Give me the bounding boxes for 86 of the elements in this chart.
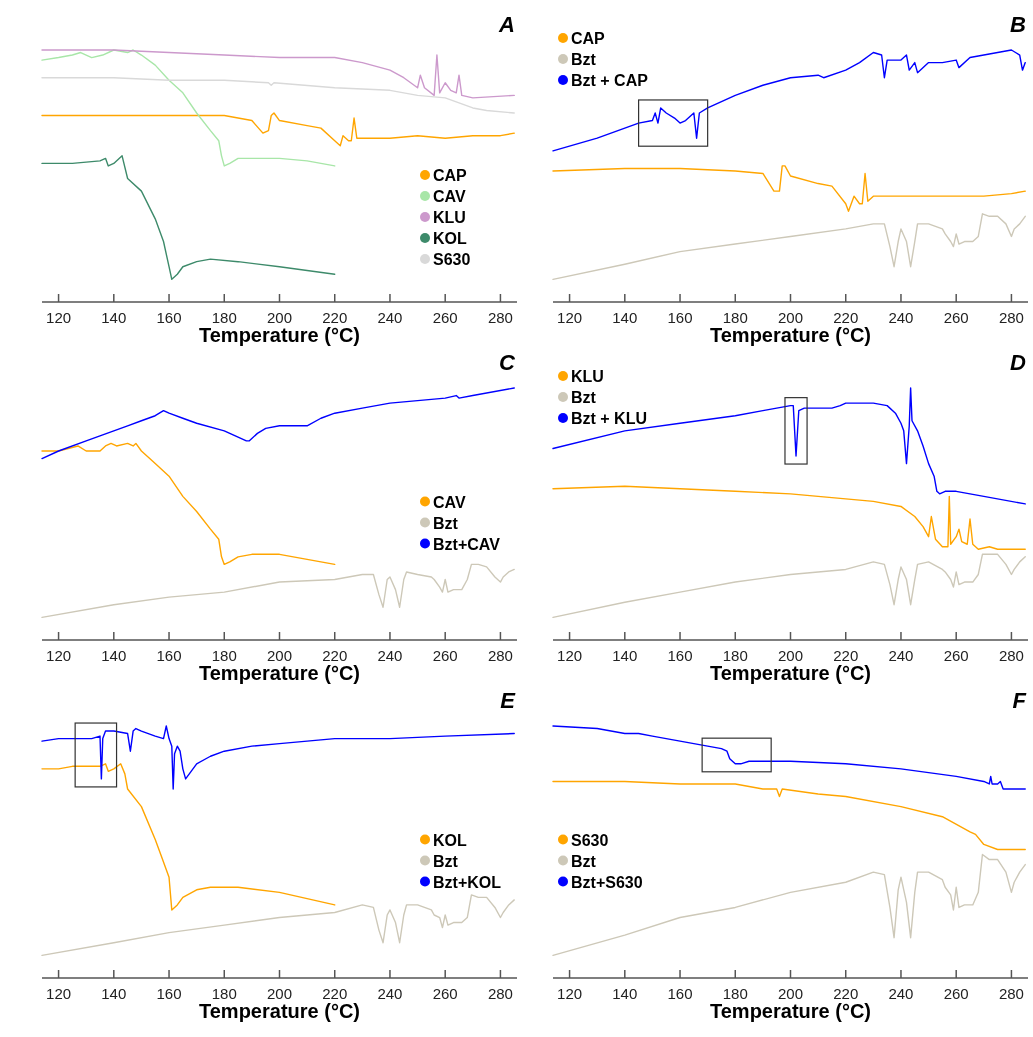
legend-label: KOL bbox=[433, 230, 467, 247]
x-tick-label: 240 bbox=[888, 309, 914, 326]
x-tick-label: 140 bbox=[612, 309, 638, 326]
x-tick-label: 220 bbox=[833, 647, 859, 664]
legend-label: Bzt bbox=[571, 389, 597, 406]
x-tick-label: 260 bbox=[943, 309, 969, 326]
legend-label: KLU bbox=[433, 209, 466, 226]
legend-label: Bzt + CAP bbox=[571, 72, 649, 89]
x-tick-label: 160 bbox=[156, 647, 182, 664]
x-tick-label: 180 bbox=[722, 647, 748, 664]
x-tick-label: 200 bbox=[777, 309, 804, 326]
chart-title: F bbox=[1012, 688, 1027, 713]
x-tick-label: 140 bbox=[612, 985, 638, 1002]
x-tick-label: 160 bbox=[156, 309, 182, 326]
legend-label: Bzt+CAV bbox=[433, 535, 501, 553]
x-tick-label: 140 bbox=[612, 647, 638, 664]
chart-title: B bbox=[1010, 12, 1027, 37]
x-tick-label: 120 bbox=[46, 647, 72, 664]
x-tick-label: 200 bbox=[777, 647, 804, 664]
x-tick-label: 240 bbox=[377, 985, 403, 1002]
legend-label: CAV bbox=[433, 493, 466, 511]
x-tick-label: 260 bbox=[432, 985, 458, 1002]
x-axis-title: Temperature (°C) bbox=[710, 662, 871, 684]
x-tick-label: 260 bbox=[943, 985, 969, 1002]
x-axis-title: Temperature (°C) bbox=[710, 1000, 871, 1022]
legend-label: Bzt+S630 bbox=[571, 873, 643, 891]
legend-label: Bzt + KLU bbox=[571, 410, 647, 427]
x-axis-title: Temperature (°C) bbox=[710, 324, 871, 346]
legend-label: CAV bbox=[433, 188, 466, 205]
x-tick-label: 160 bbox=[667, 985, 693, 1002]
x-axis-title: Temperature (°C) bbox=[199, 662, 360, 684]
x-tick-label: 120 bbox=[46, 309, 72, 326]
x-tick-label: 240 bbox=[888, 985, 914, 1002]
chart-title: E bbox=[500, 688, 517, 713]
x-tick-label: 260 bbox=[432, 647, 458, 664]
x-tick-label: 200 bbox=[777, 985, 804, 1002]
x-tick-label: 120 bbox=[46, 985, 72, 1002]
x-tick-label: 280 bbox=[487, 985, 513, 1002]
x-tick-label: 220 bbox=[322, 309, 348, 326]
x-tick-label: 280 bbox=[998, 647, 1024, 664]
x-tick-label: 140 bbox=[101, 309, 127, 326]
x-tick-label: 200 bbox=[266, 309, 293, 326]
legend-label: S630 bbox=[571, 831, 609, 849]
x-tick-label: 280 bbox=[487, 309, 513, 326]
legend-label: Bzt+KOL bbox=[433, 873, 502, 891]
x-tick-label: 220 bbox=[833, 309, 859, 326]
x-axis-title: Temperature (°C) bbox=[199, 1000, 360, 1022]
x-tick-label: 280 bbox=[998, 985, 1024, 1002]
x-tick-label: 180 bbox=[722, 985, 748, 1002]
x-tick-label: 160 bbox=[667, 309, 693, 326]
legend-label: CAP bbox=[433, 167, 468, 184]
legend-label: CAP bbox=[571, 30, 606, 47]
legend-label: Bzt bbox=[571, 51, 597, 68]
chart-title: C bbox=[499, 350, 517, 375]
legend-label: Bzt bbox=[433, 852, 459, 870]
x-tick-label: 260 bbox=[943, 647, 969, 664]
x-tick-label: 160 bbox=[667, 647, 693, 664]
x-tick-label: 220 bbox=[833, 985, 859, 1002]
x-tick-label: 200 bbox=[266, 985, 293, 1002]
x-tick-label: 160 bbox=[156, 985, 182, 1002]
legend-label: Bzt bbox=[433, 514, 459, 532]
x-tick-label: 180 bbox=[211, 647, 237, 664]
x-tick-label: 260 bbox=[432, 309, 458, 326]
x-tick-label: 120 bbox=[557, 647, 583, 664]
x-tick-label: 120 bbox=[557, 309, 583, 326]
x-tick-label: 280 bbox=[487, 647, 513, 664]
x-tick-label: 220 bbox=[322, 985, 348, 1002]
x-tick-label: 240 bbox=[377, 309, 403, 326]
x-axis-title: Temperature (°C) bbox=[199, 324, 360, 346]
x-tick-label: 240 bbox=[377, 647, 403, 664]
legend-label: S630 bbox=[433, 251, 471, 268]
chart-title: A bbox=[498, 12, 515, 37]
x-tick-label: 280 bbox=[998, 309, 1024, 326]
legend-label: KLU bbox=[571, 368, 604, 385]
x-tick-label: 140 bbox=[101, 985, 127, 1002]
x-tick-label: 180 bbox=[211, 985, 237, 1002]
x-tick-label: 220 bbox=[322, 647, 348, 664]
x-tick-label: 200 bbox=[266, 647, 293, 664]
x-tick-label: 120 bbox=[557, 985, 583, 1002]
legend-label: KOL bbox=[433, 831, 467, 849]
x-tick-label: 140 bbox=[101, 647, 127, 664]
x-tick-label: 180 bbox=[211, 309, 237, 326]
x-tick-label: 180 bbox=[722, 309, 748, 326]
chart-title: D bbox=[1010, 350, 1027, 375]
x-tick-label: 240 bbox=[888, 647, 914, 664]
legend-label: Bzt bbox=[571, 852, 597, 870]
